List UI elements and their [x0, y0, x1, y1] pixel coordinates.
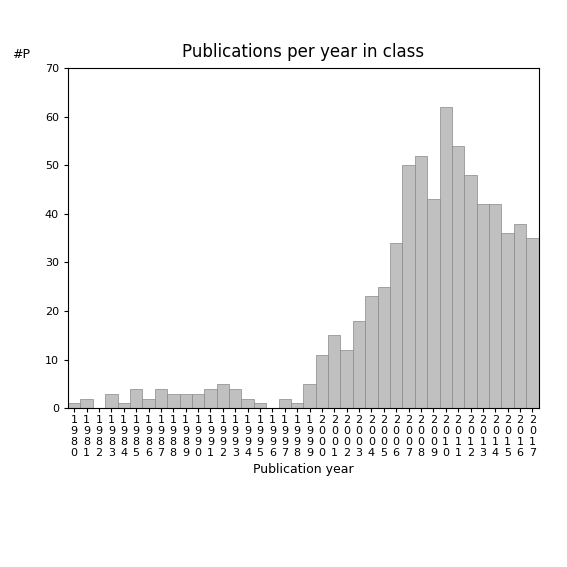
Bar: [489, 204, 501, 408]
Bar: [316, 355, 328, 408]
Bar: [229, 389, 242, 408]
Bar: [514, 223, 526, 408]
Bar: [167, 393, 180, 408]
Bar: [105, 393, 117, 408]
Bar: [353, 321, 365, 408]
Bar: [415, 155, 427, 408]
Title: Publications per year in class: Publications per year in class: [182, 43, 425, 61]
Bar: [526, 238, 539, 408]
Bar: [81, 399, 93, 408]
Bar: [278, 399, 291, 408]
Text: #P: #P: [11, 48, 29, 61]
Bar: [291, 403, 303, 408]
Bar: [365, 297, 378, 408]
Bar: [378, 287, 390, 408]
Bar: [464, 175, 477, 408]
X-axis label: Publication year: Publication year: [253, 463, 354, 476]
Bar: [452, 146, 464, 408]
Bar: [390, 243, 403, 408]
Bar: [341, 350, 353, 408]
Bar: [403, 165, 415, 408]
Bar: [142, 399, 155, 408]
Bar: [254, 403, 266, 408]
Bar: [117, 403, 130, 408]
Bar: [242, 399, 254, 408]
Bar: [68, 403, 81, 408]
Bar: [217, 384, 229, 408]
Bar: [477, 204, 489, 408]
Bar: [130, 389, 142, 408]
Bar: [501, 233, 514, 408]
Bar: [439, 107, 452, 408]
Bar: [204, 389, 217, 408]
Bar: [303, 384, 316, 408]
Bar: [328, 335, 341, 408]
Bar: [180, 393, 192, 408]
Bar: [192, 393, 204, 408]
Bar: [427, 199, 439, 408]
Bar: [155, 389, 167, 408]
